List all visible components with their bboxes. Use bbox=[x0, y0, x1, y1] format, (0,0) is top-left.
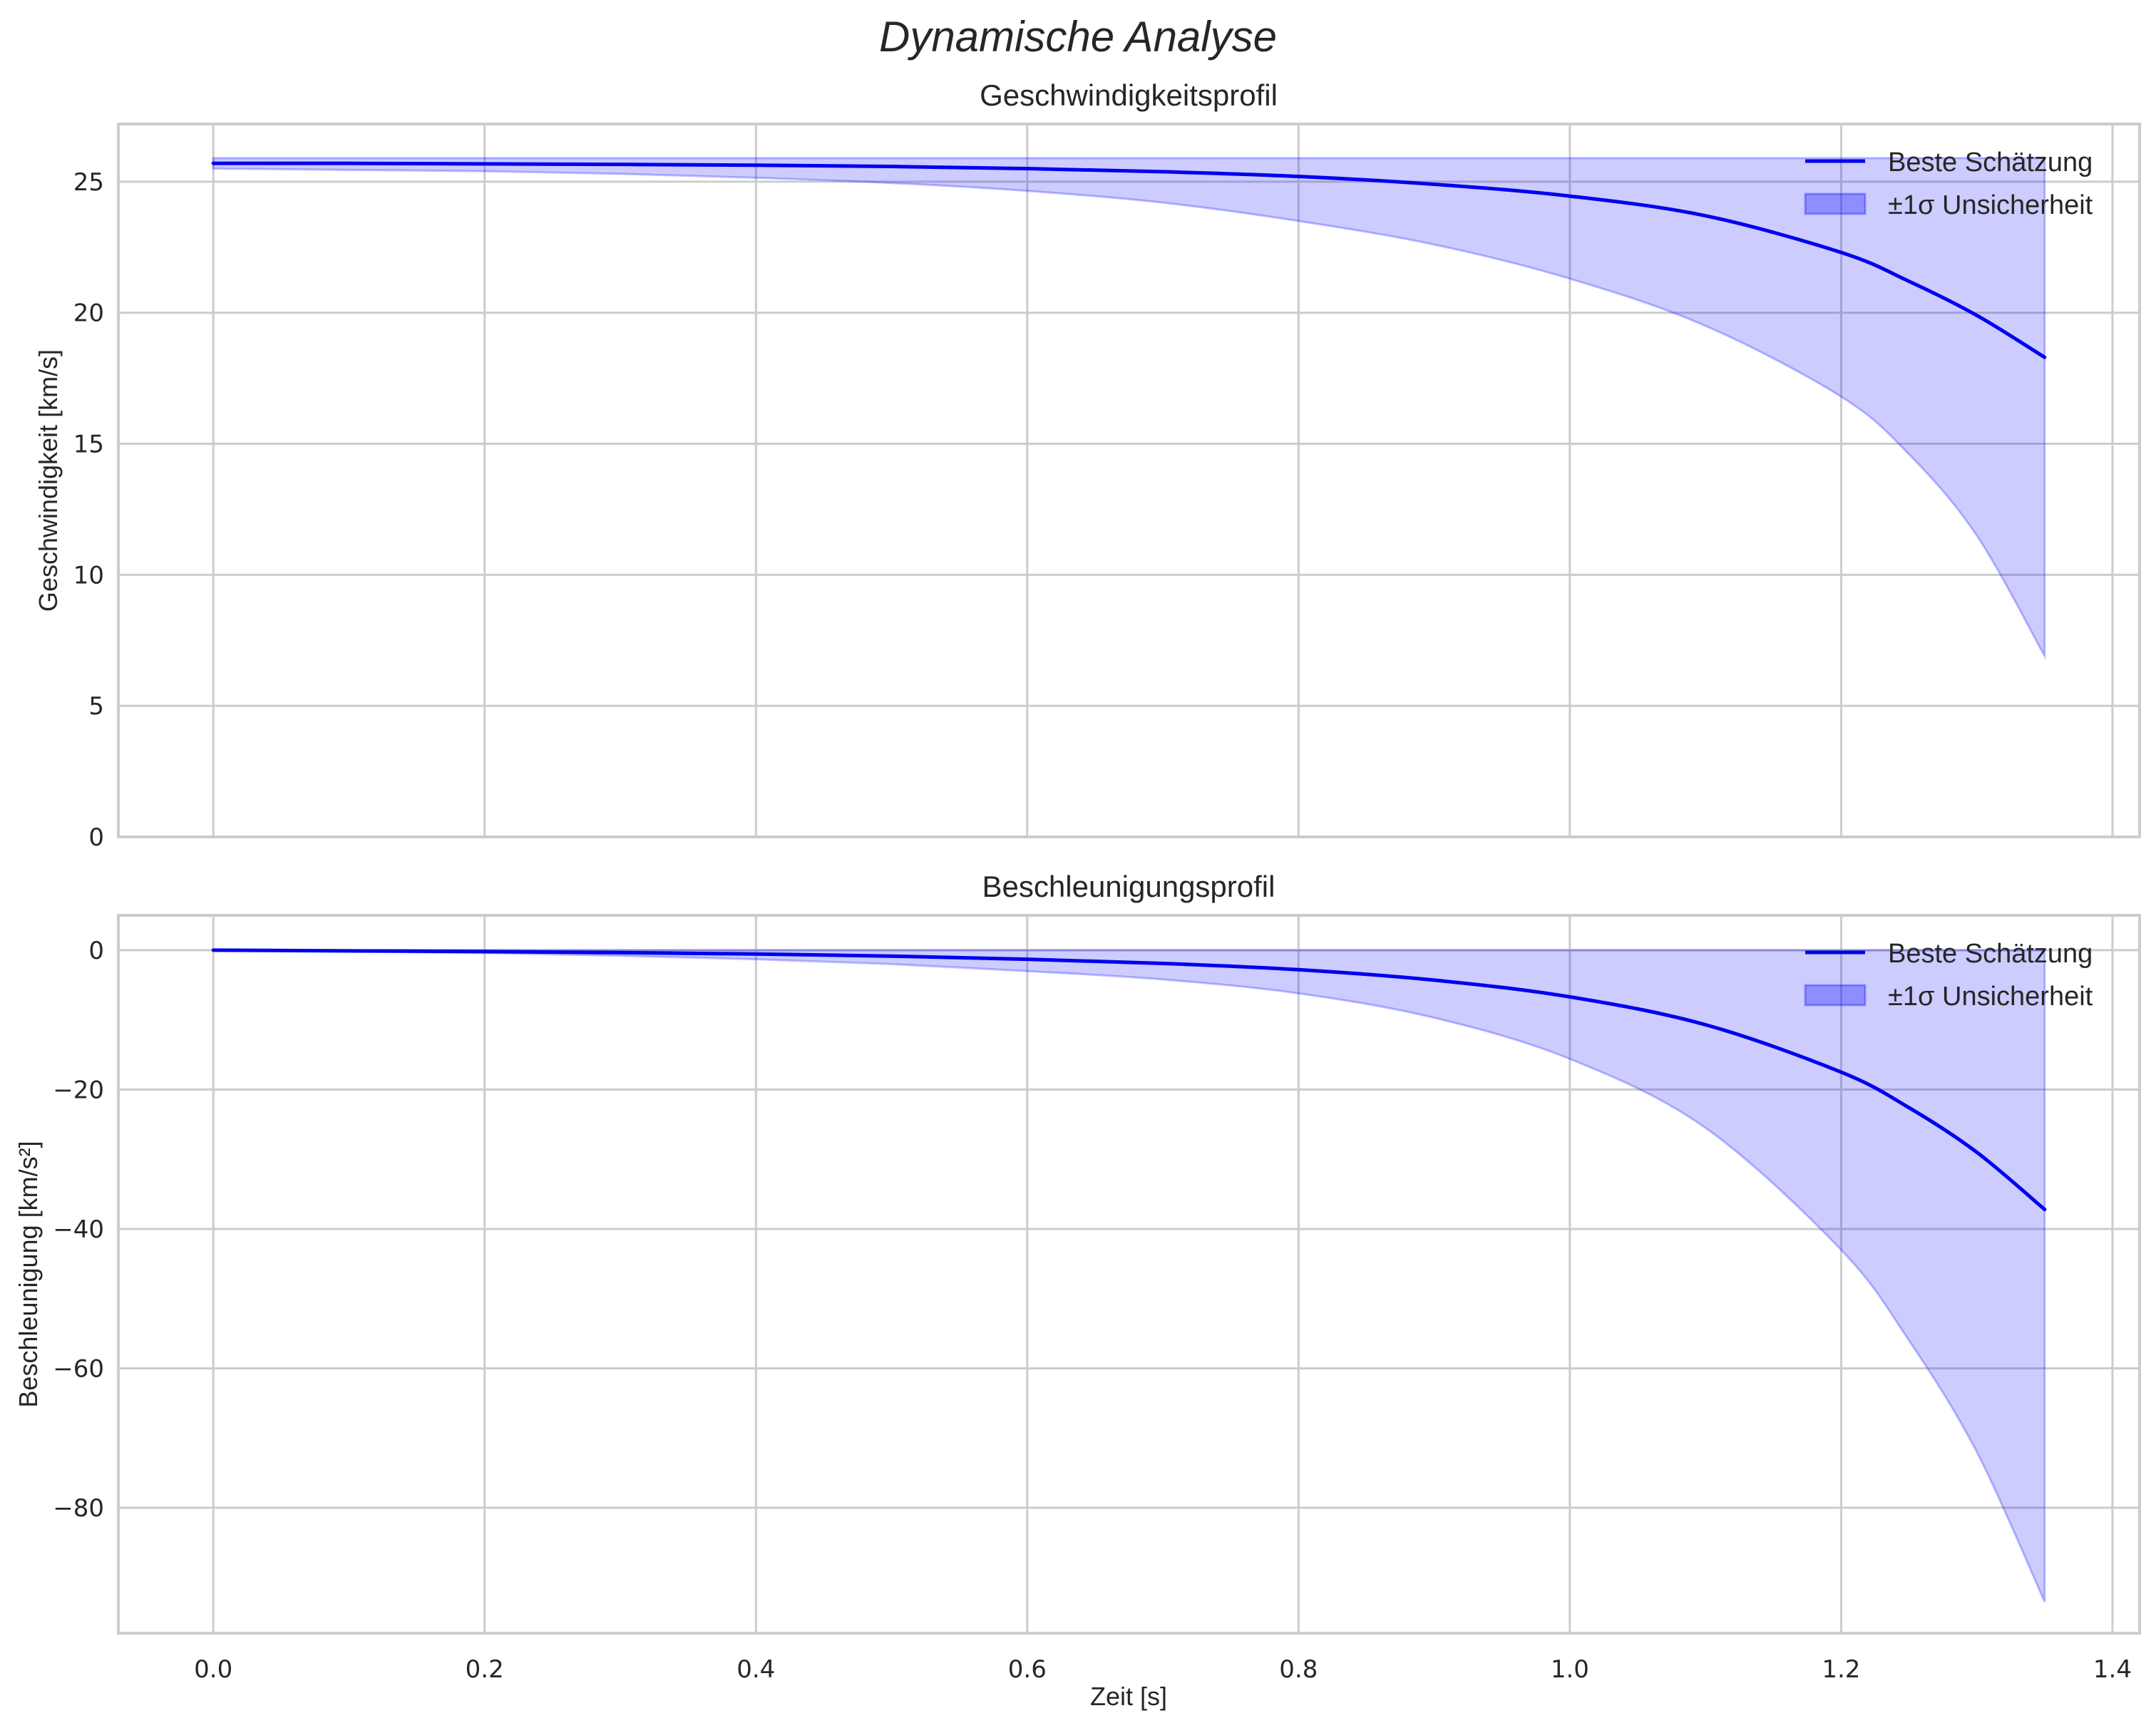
x-axis-label: Zeit [s] bbox=[1090, 1682, 1167, 1711]
acceleration-x-ticks: 0.0 0.2 0.4 0.6 0.8 1.0 1.2 1.4 bbox=[194, 1655, 2132, 1684]
y-tick-label: 0 bbox=[88, 823, 104, 852]
acceleration-subplot: Beschleunigungsprofil 0−20−40−60−80 0.0 0… bbox=[14, 870, 2141, 1684]
y-tick-label: −20 bbox=[53, 1076, 104, 1104]
x-tick-label: 0.2 bbox=[466, 1655, 504, 1684]
x-tick-label: 1.2 bbox=[1822, 1655, 1860, 1684]
velocity-legend: Beste Schätzung ±1σ Unsicherheit bbox=[1804, 148, 2093, 220]
y-tick-label: −80 bbox=[53, 1494, 104, 1523]
velocity-uncertainty-band bbox=[212, 157, 2046, 661]
y-tick-label: 20 bbox=[73, 299, 104, 328]
y-tick-label: 15 bbox=[73, 431, 104, 459]
legend-label-best-estimate: Beste Schätzung bbox=[1888, 939, 2093, 969]
x-tick-label: 0.4 bbox=[736, 1655, 775, 1684]
y-tick-label: 10 bbox=[73, 561, 104, 590]
velocity-best-estimate-line bbox=[211, 161, 2047, 359]
y-tick-label: −40 bbox=[53, 1215, 104, 1244]
x-tick-label: 0.8 bbox=[1279, 1655, 1318, 1684]
y-tick-label: 25 bbox=[73, 168, 104, 197]
velocity-subplot: Geschwindigkeitsprofil 0 5 10 15 20 25 Geschw… bbox=[34, 78, 2141, 852]
velocity-gridlines bbox=[118, 124, 2140, 838]
acceleration-subplot-title: Beschleunigungsprofil bbox=[982, 870, 1275, 903]
y-tick-label: −60 bbox=[53, 1354, 104, 1383]
velocity-y-axis-label: Geschwindigkeit [km/s] bbox=[34, 349, 63, 612]
acceleration-legend: Beste Schätzung ±1σ Unsicherheit bbox=[1804, 939, 2093, 1012]
x-tick-label: 0.6 bbox=[1008, 1655, 1047, 1684]
acceleration-uncertainty-band bbox=[213, 949, 2046, 1603]
legend-patch-swatch-icon bbox=[1804, 984, 1867, 1007]
acceleration-best-estimate-line bbox=[211, 948, 2047, 1212]
y-tick-label: 0 bbox=[88, 937, 104, 965]
x-tick-label: 0.0 bbox=[194, 1655, 232, 1684]
velocity-subplot-title: Geschwindigkeitsprofil bbox=[980, 78, 1278, 112]
acceleration-y-axis-label: Beschleunigung [km/s²] bbox=[14, 1141, 43, 1407]
x-tick-label: 1.4 bbox=[2093, 1655, 2132, 1684]
x-tick-label: 1.0 bbox=[1551, 1655, 1589, 1684]
acceleration-axes-frame bbox=[117, 914, 2141, 1635]
velocity-y-ticks: 0 5 10 15 20 25 bbox=[73, 168, 104, 852]
legend-label-best-estimate: Beste Schätzung bbox=[1888, 148, 2093, 178]
y-tick-label: 5 bbox=[88, 692, 104, 721]
acceleration-y-ticks: 0 −20 −40 −60 −80 bbox=[53, 937, 104, 1523]
figure-suptitle: Dynamische Analyse bbox=[879, 13, 1277, 61]
velocity-axes-frame bbox=[117, 123, 2141, 838]
legend-label-uncertainty: ±1σ Unsicherheit bbox=[1888, 190, 2093, 220]
legend-patch-swatch-icon bbox=[1804, 192, 1867, 215]
legend-label-uncertainty: ±1σ Unsicherheit bbox=[1888, 982, 2093, 1012]
